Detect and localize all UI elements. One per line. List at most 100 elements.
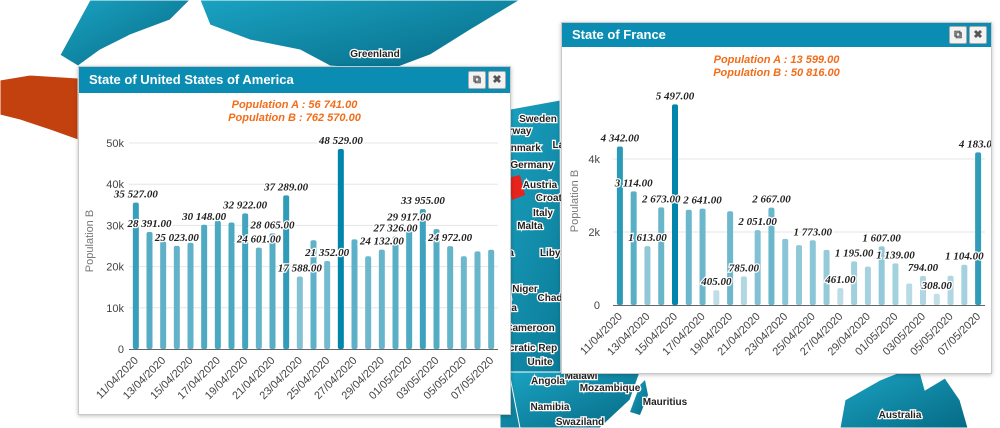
bar[interactable] [782, 238, 789, 305]
map-country-label[interactable]: Greenland [349, 48, 401, 62]
map-country-label[interactable]: Malta [516, 220, 545, 234]
bar[interactable] [310, 240, 317, 349]
australia-shape[interactable] [839, 371, 969, 428]
bar[interactable] [378, 249, 385, 349]
bar[interactable] [740, 276, 747, 305]
bar[interactable] [809, 240, 816, 305]
map-country-label[interactable]: ocratic Rep [502, 342, 559, 356]
bar[interactable] [255, 247, 262, 349]
window-titlebar[interactable]: State of France ⧉ ✖ [562, 23, 991, 47]
bar[interactable] [187, 242, 194, 349]
data-label: 32 922.00 [222, 199, 268, 211]
bar[interactable] [392, 236, 399, 349]
bar[interactable] [864, 266, 871, 305]
map-country-label[interactable]: Mozambique [578, 382, 641, 396]
bar[interactable] [214, 220, 221, 349]
bar[interactable] [337, 149, 344, 349]
bar[interactable] [146, 232, 153, 349]
bar[interactable] [630, 191, 637, 305]
madagascar-shape[interactable] [630, 380, 648, 415]
restore-window-icon[interactable]: ⧉ [468, 71, 486, 89]
bar[interactable] [920, 276, 926, 305]
map-country-label[interactable]: Swaziland [555, 416, 606, 428]
population-b: Population B : 762 570.00 [228, 112, 361, 124]
bar[interactable] [727, 211, 734, 305]
y-axis-title: Population B [569, 170, 581, 232]
bar[interactable] [754, 230, 761, 305]
bar[interactable] [672, 104, 678, 305]
data-label: 1 195.00 [835, 247, 874, 259]
bar[interactable] [892, 263, 899, 305]
bar[interactable] [658, 207, 665, 305]
bar[interactable] [699, 208, 706, 305]
bar[interactable] [837, 288, 844, 305]
data-label: 1 773.00 [794, 226, 833, 238]
data-label: 24 601.00 [236, 234, 281, 246]
bar[interactable] [851, 261, 858, 305]
window-titlebar[interactable]: State of United States of America ⧉ ✖ [79, 67, 510, 93]
data-label: 461.00 [824, 274, 856, 286]
france-state-window[interactable]: State of France ⧉ ✖ Population A : 13 59… [561, 22, 992, 374]
canada-shape[interactable] [59, 0, 191, 67]
bar[interactable] [488, 249, 495, 349]
map-country-label[interactable]: Niger [511, 283, 539, 297]
data-label: 1 607.00 [862, 232, 901, 244]
map-country-label[interactable]: Sweden [518, 113, 558, 127]
bar[interactable] [132, 202, 139, 349]
usa-state-window[interactable]: State of United States of America ⧉ ✖ Po… [78, 66, 511, 415]
bar[interactable] [474, 251, 481, 349]
map-country-label[interactable]: Cameroon [504, 322, 556, 336]
data-label: 3 114.00 [614, 177, 653, 189]
map-country-label[interactable]: Australia [877, 409, 923, 423]
bar[interactable] [283, 195, 290, 349]
restore-window-icon[interactable]: ⧉ [949, 26, 967, 44]
map-country-label[interactable]: Mauritius [642, 396, 689, 410]
bar[interactable] [324, 261, 331, 349]
bar[interactable] [823, 249, 830, 305]
close-icon[interactable]: ✖ [488, 71, 506, 89]
bar[interactable] [160, 241, 167, 349]
bar[interactable] [173, 245, 180, 349]
map-country-label[interactable]: Angola [530, 375, 567, 389]
map-country-label[interactable]: Namibia [529, 401, 571, 415]
y-axis-title: Population B [84, 210, 96, 272]
bar[interactable] [269, 233, 276, 349]
bar[interactable] [933, 293, 940, 305]
map-country-label[interactable]: Germany [509, 159, 555, 173]
y-tick-label: 0 [118, 344, 124, 356]
bar[interactable] [796, 245, 802, 305]
bar[interactable] [713, 290, 720, 305]
map-country-label[interactable]: Libya [539, 247, 568, 261]
bar[interactable] [975, 152, 982, 305]
bar[interactable] [460, 256, 467, 349]
bar[interactable] [406, 225, 413, 349]
bar[interactable] [906, 283, 913, 305]
bar[interactable] [768, 207, 775, 305]
alaska-shape[interactable] [0, 74, 79, 141]
bar[interactable] [961, 264, 968, 305]
bar[interactable] [433, 229, 440, 349]
france-shape[interactable] [508, 175, 525, 200]
bar[interactable] [644, 246, 651, 305]
bar[interactable] [947, 275, 954, 305]
data-label: 24 132.00 [359, 236, 405, 248]
map-country-label[interactable]: Chad [536, 292, 564, 306]
bar[interactable] [201, 224, 208, 349]
map-country-label[interactable]: Austria [522, 179, 559, 193]
bar[interactable] [228, 222, 235, 349]
bar[interactable] [296, 276, 303, 349]
bar[interactable] [419, 209, 426, 349]
data-label: 25 023.00 [154, 232, 200, 244]
bar[interactable] [242, 213, 249, 349]
map-country-label[interactable]: Unite [526, 356, 554, 370]
bar[interactable] [351, 239, 358, 349]
bar[interactable] [616, 146, 623, 305]
bar[interactable] [685, 209, 692, 305]
bar[interactable] [447, 246, 454, 349]
map-country-label[interactable]: enmark [504, 142, 543, 156]
bar[interactable] [878, 246, 885, 305]
bar[interactable] [365, 256, 372, 349]
map-country-label[interactable]: Italy [532, 207, 555, 221]
close-icon[interactable]: ✖ [969, 26, 987, 44]
